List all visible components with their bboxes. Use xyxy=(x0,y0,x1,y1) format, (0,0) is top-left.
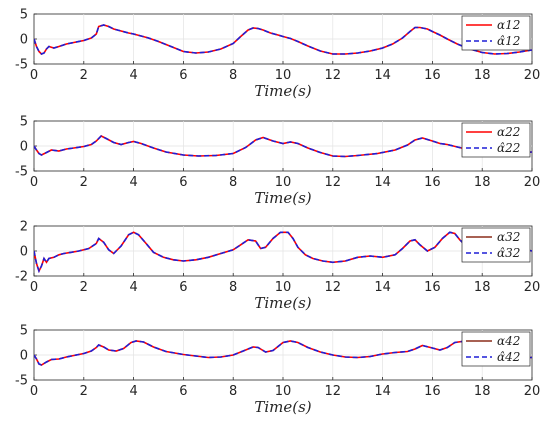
y-tick-label: 5 xyxy=(20,115,28,130)
x-tick-label: 12 xyxy=(325,175,342,190)
x-axis-label: Time(s) xyxy=(254,189,311,207)
x-axis-label: Time(s) xyxy=(254,82,311,100)
estimate-series-line xyxy=(34,340,532,366)
legend-box xyxy=(461,331,531,367)
y-tick-label: 0 xyxy=(20,140,28,155)
x-tick-label: 16 xyxy=(424,280,441,295)
legend: α32 α̂32 xyxy=(461,227,531,263)
x-tick-label: 18 xyxy=(474,175,491,190)
x-tick-label: 14 xyxy=(374,280,391,295)
legend-label: α̂22 xyxy=(497,141,520,155)
x-tick-label: 12 xyxy=(325,280,342,295)
x-tick-label: 0 xyxy=(30,175,38,190)
x-axis-label: Time(s) xyxy=(254,294,311,312)
legend-label: α22 xyxy=(497,125,520,139)
x-tick-label: 10 xyxy=(275,68,292,83)
x-tick-label: 0 xyxy=(30,68,38,83)
x-tick-label: 6 xyxy=(179,280,187,295)
legend-label: α̂42 xyxy=(497,350,520,364)
x-tick-label: 14 xyxy=(374,175,391,190)
legend-label: α42 xyxy=(497,334,520,348)
legend-box xyxy=(461,122,531,158)
legend-label: α32 xyxy=(497,230,520,244)
x-tick-label: 6 xyxy=(179,175,187,190)
y-tick-label: 5 xyxy=(20,8,28,23)
x-tick-label: 16 xyxy=(424,175,441,190)
x-tick-label: 14 xyxy=(374,68,391,83)
y-tick-label: -5 xyxy=(15,165,28,180)
legend-label: α12 xyxy=(497,18,520,32)
x-tick-label: 20 xyxy=(524,384,541,399)
x-tick-label: 12 xyxy=(325,384,342,399)
x-tick-label: 4 xyxy=(129,280,137,295)
x-tick-label: 4 xyxy=(129,68,137,83)
legend: α22 α̂22 xyxy=(461,122,531,158)
x-tick-label: 4 xyxy=(129,384,137,399)
x-tick-label: 20 xyxy=(524,175,541,190)
estimate-series-line xyxy=(34,24,532,55)
legend: α42 α̂42 xyxy=(461,331,531,367)
x-tick-label: 8 xyxy=(229,384,237,399)
x-tick-label: 2 xyxy=(80,384,88,399)
y-tick-label: -2 xyxy=(15,270,28,285)
y-tick-label: 0 xyxy=(20,245,28,260)
x-tick-label: 2 xyxy=(80,280,88,295)
x-tick-label: 18 xyxy=(474,68,491,83)
x-tick-label: 6 xyxy=(179,68,187,83)
y-tick-label: -5 xyxy=(15,374,28,389)
x-tick-label: 12 xyxy=(325,68,342,83)
y-tick-label: -5 xyxy=(15,58,28,73)
legend: α12 α̂12 xyxy=(461,15,531,51)
x-tick-label: 18 xyxy=(474,384,491,399)
legend-label: α̂32 xyxy=(497,246,520,260)
x-tick-label: 0 xyxy=(30,384,38,399)
y-tick-label: 0 xyxy=(20,349,28,364)
y-tick-label: 2 xyxy=(20,220,28,235)
x-tick-label: 8 xyxy=(229,175,237,190)
x-tick-label: 10 xyxy=(275,175,292,190)
x-axis-label: Time(s) xyxy=(254,398,311,416)
estimate-series-line xyxy=(34,231,532,274)
legend-label: α̂12 xyxy=(497,34,520,48)
x-tick-label: 2 xyxy=(80,175,88,190)
x-tick-label: 6 xyxy=(179,384,187,399)
x-tick-label: 10 xyxy=(275,280,292,295)
x-tick-label: 10 xyxy=(275,384,292,399)
legend-box xyxy=(461,227,531,263)
x-tick-label: 16 xyxy=(424,68,441,83)
x-tick-label: 18 xyxy=(474,280,491,295)
x-tick-label: 2 xyxy=(80,68,88,83)
x-tick-label: 4 xyxy=(129,175,137,190)
x-tick-label: 20 xyxy=(524,68,541,83)
x-tick-label: 20 xyxy=(524,280,541,295)
x-tick-label: 14 xyxy=(374,384,391,399)
estimate-series-line xyxy=(34,135,532,158)
x-tick-label: 8 xyxy=(229,280,237,295)
x-tick-label: 16 xyxy=(424,384,441,399)
x-tick-label: 0 xyxy=(30,280,38,295)
y-tick-label: 0 xyxy=(20,33,28,48)
legend-box xyxy=(461,15,531,51)
x-tick-label: 8 xyxy=(229,68,237,83)
y-tick-label: 5 xyxy=(20,324,28,339)
